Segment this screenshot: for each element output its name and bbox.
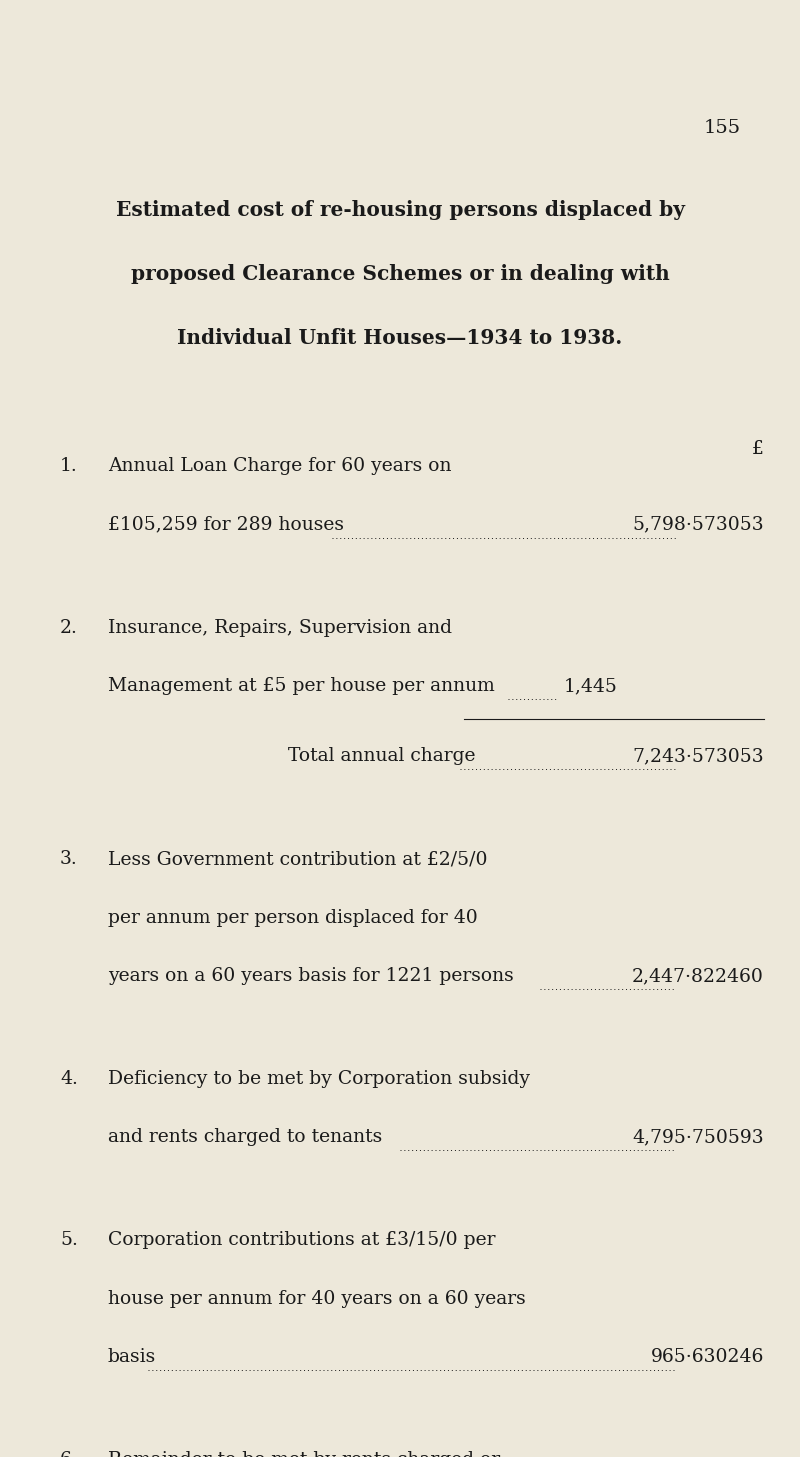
Text: 2.: 2. xyxy=(60,619,78,637)
Text: 155: 155 xyxy=(704,119,741,137)
Text: 3.: 3. xyxy=(60,851,78,868)
Text: £: £ xyxy=(752,440,764,457)
Text: 1.: 1. xyxy=(60,457,78,475)
Text: Less Government contribution at £2/5/0: Less Government contribution at £2/5/0 xyxy=(108,851,487,868)
Text: £105,259 for 289 houses: £105,259 for 289 houses xyxy=(108,516,344,533)
Text: and rents charged to tenants: and rents charged to tenants xyxy=(108,1128,382,1147)
Text: 1,445: 1,445 xyxy=(564,678,618,695)
Text: 5,798·573053: 5,798·573053 xyxy=(632,516,764,533)
Text: Management at £5 per house per annum: Management at £5 per house per annum xyxy=(108,678,494,695)
Text: 4,795·750593: 4,795·750593 xyxy=(632,1128,764,1147)
Text: 5.: 5. xyxy=(60,1231,78,1250)
Text: 965·630246: 965·630246 xyxy=(650,1348,764,1367)
Text: Total annual charge: Total annual charge xyxy=(288,747,475,765)
Text: 4.: 4. xyxy=(60,1069,78,1088)
Text: Corporation contributions at £3/15/0 per: Corporation contributions at £3/15/0 per xyxy=(108,1231,495,1250)
Text: years on a 60 years basis for 1221 persons: years on a 60 years basis for 1221 perso… xyxy=(108,967,514,985)
Text: Remainder to be met by rents charged or: Remainder to be met by rents charged or xyxy=(108,1451,500,1457)
Text: 7,243·573053: 7,243·573053 xyxy=(632,747,764,765)
Text: house per annum for 40 years on a 60 years: house per annum for 40 years on a 60 yea… xyxy=(108,1289,526,1308)
Text: basis: basis xyxy=(108,1348,156,1367)
Text: Estimated cost of re-housing persons displaced by: Estimated cost of re-housing persons dis… xyxy=(115,200,685,220)
Text: proposed Clearance Schemes or in dealing with: proposed Clearance Schemes or in dealing… xyxy=(130,264,670,284)
Text: 2,447·822460: 2,447·822460 xyxy=(632,967,764,985)
Text: per annum per person displaced for 40: per annum per person displaced for 40 xyxy=(108,909,478,927)
Text: Deficiency to be met by Corporation subsidy: Deficiency to be met by Corporation subs… xyxy=(108,1069,530,1088)
Text: Annual Loan Charge for 60 years on: Annual Loan Charge for 60 years on xyxy=(108,457,451,475)
Text: Insurance, Repairs, Supervision and: Insurance, Repairs, Supervision and xyxy=(108,619,452,637)
Text: 6.: 6. xyxy=(60,1451,78,1457)
Text: Individual Unfit Houses—1934 to 1938.: Individual Unfit Houses—1934 to 1938. xyxy=(178,328,622,348)
